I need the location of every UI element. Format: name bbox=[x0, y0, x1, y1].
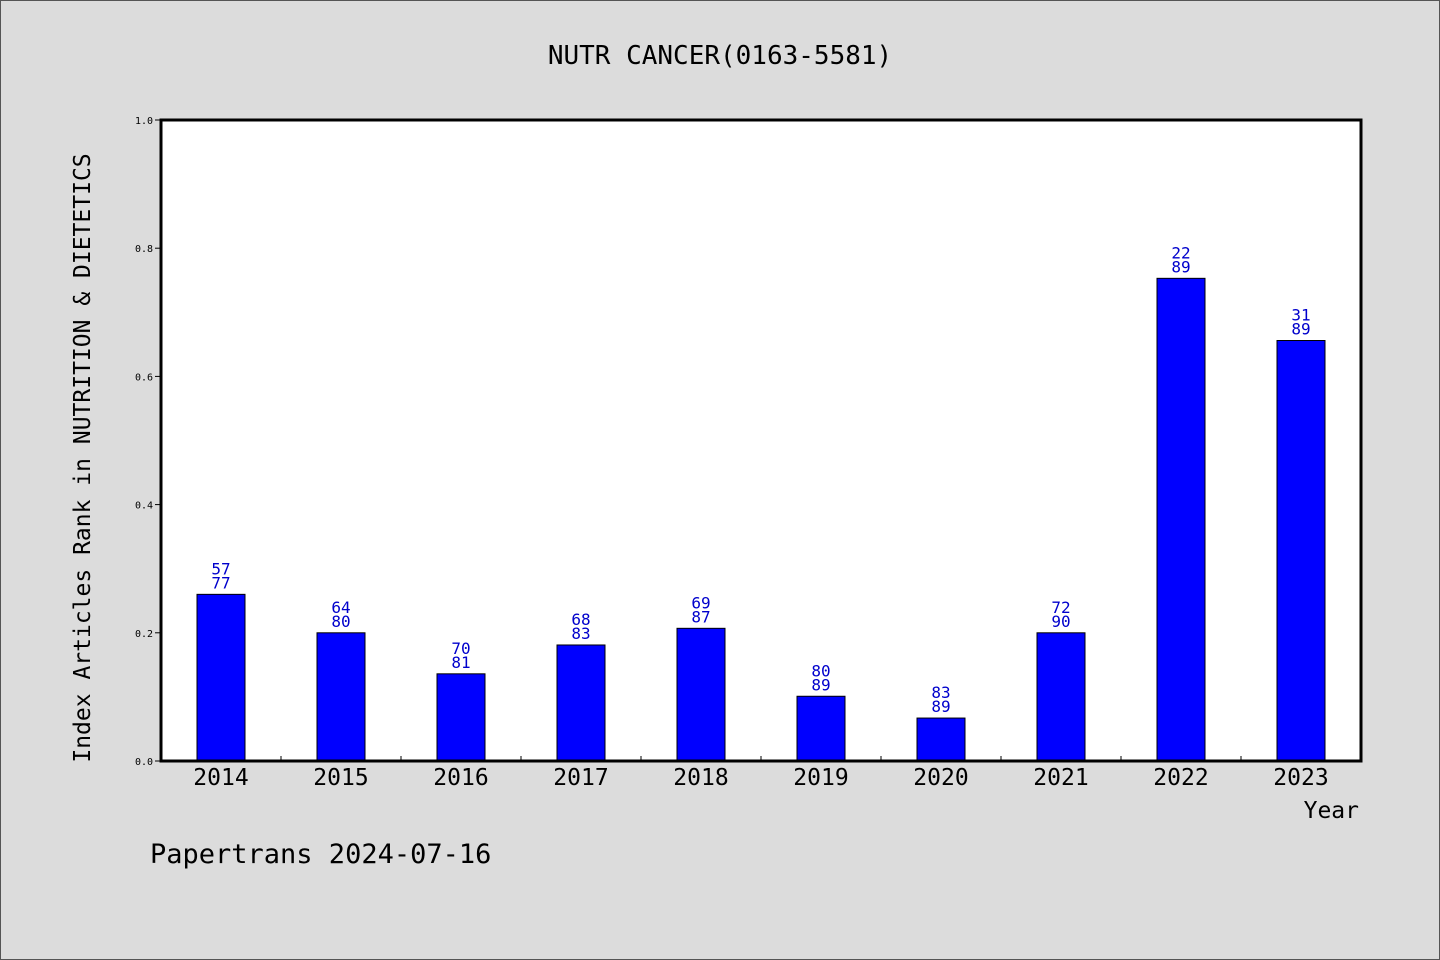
x-tick-label: 2022 bbox=[1153, 765, 1208, 791]
x-tick-label: 2017 bbox=[553, 765, 608, 791]
x-axis-label: Year bbox=[1304, 798, 1359, 824]
bar-label-rank: 69 bbox=[691, 593, 710, 612]
x-axis-ticks: 2014 2015 2016 2017 2018 2019 2020 2021 2022 2023 bbox=[193, 756, 1329, 791]
x-tick-label: 2016 bbox=[433, 765, 488, 791]
bar-label-total: 77 bbox=[211, 573, 230, 592]
bar-label-total: 89 bbox=[931, 697, 950, 716]
bar bbox=[316, 632, 366, 762]
bar-label-total: 89 bbox=[811, 675, 830, 694]
bar bbox=[1156, 277, 1206, 762]
bar bbox=[796, 695, 846, 762]
bar-label-rank: 64 bbox=[331, 598, 350, 617]
bar-label-rank: 68 bbox=[571, 610, 590, 629]
bar-label-rank: 70 bbox=[451, 639, 470, 658]
x-tick-label: 2014 bbox=[193, 765, 248, 791]
x-tick-label: 2019 bbox=[793, 765, 848, 791]
y-axis-ticks: 0.0 0.2 0.4 0.6 0.8 1.0 bbox=[135, 116, 161, 768]
bar-label-rank: 72 bbox=[1051, 598, 1070, 617]
bar bbox=[1276, 340, 1326, 762]
chart-title: NUTR CANCER(0163-5581) bbox=[548, 41, 892, 71]
x-tick-label: 2020 bbox=[913, 765, 968, 791]
bar-label-total: 81 bbox=[451, 653, 470, 672]
bar bbox=[1036, 632, 1086, 762]
x-tick-label: 2021 bbox=[1033, 765, 1088, 791]
bar bbox=[676, 627, 726, 762]
bar-label-total: 90 bbox=[1051, 612, 1070, 631]
plot-frame bbox=[159, 118, 1363, 763]
y-axis-label: Index Articles Rank in NUTRITION & DIETE… bbox=[70, 153, 96, 762]
bar-label-total: 89 bbox=[1171, 257, 1190, 276]
bar-label-total: 89 bbox=[1291, 320, 1310, 339]
bar-label-rank: 31 bbox=[1291, 306, 1310, 325]
bar bbox=[436, 673, 486, 762]
bar bbox=[556, 644, 606, 762]
bar-label-total: 80 bbox=[331, 612, 350, 631]
bar-label-total: 83 bbox=[571, 624, 590, 643]
y-tick-label: 0.2 bbox=[135, 629, 153, 640]
bar-label-total: 87 bbox=[691, 607, 710, 626]
y-tick-label: 0.6 bbox=[135, 372, 153, 383]
bar-label-rank: 22 bbox=[1171, 243, 1190, 262]
bar-label-rank: 57 bbox=[211, 559, 230, 578]
bars-group bbox=[196, 277, 1326, 762]
y-tick-label: 1.0 bbox=[135, 116, 153, 127]
bar bbox=[916, 717, 966, 762]
bar-label-rank: 80 bbox=[811, 661, 830, 680]
bar bbox=[196, 593, 246, 762]
x-tick-label: 2018 bbox=[673, 765, 728, 791]
y-tick-label: 0.0 bbox=[135, 757, 153, 768]
bar-label-rank: 83 bbox=[931, 683, 950, 702]
x-tick-label: 2015 bbox=[313, 765, 368, 791]
x-tick-label: 2023 bbox=[1273, 765, 1328, 791]
y-tick-label: 0.4 bbox=[135, 501, 153, 512]
footer-credit: Papertrans 2024-07-16 bbox=[150, 839, 491, 870]
y-tick-label: 0.8 bbox=[135, 244, 153, 255]
